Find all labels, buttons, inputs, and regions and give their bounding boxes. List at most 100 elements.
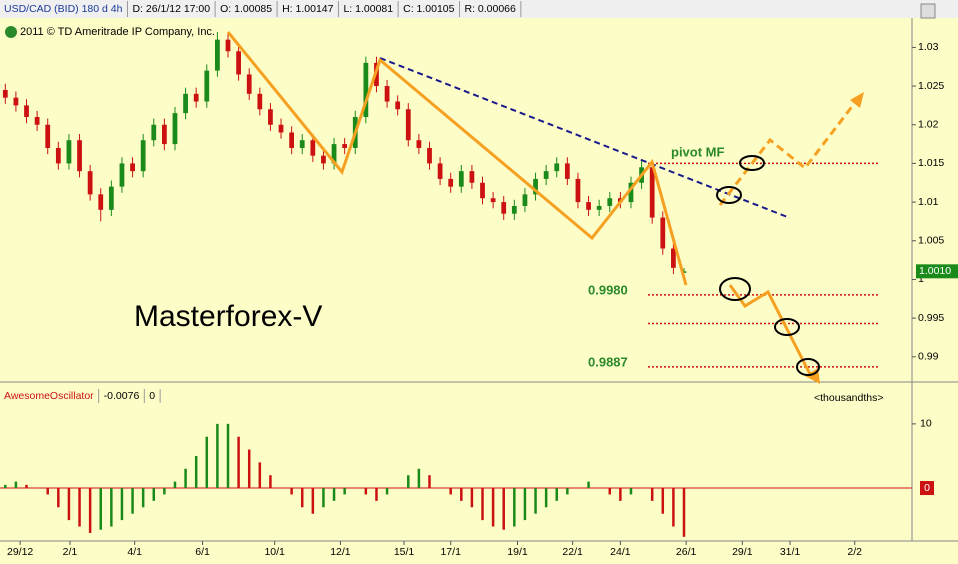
arrow-head [850,92,864,108]
candle-body [416,140,422,148]
candle-body [321,155,326,164]
candle-body [575,178,581,203]
y-tick-label: 1.005 [918,235,944,247]
x-tick-label: 2/2 [847,546,862,558]
header-field: R: 0.00066 [464,3,516,15]
x-tick-label: 22/1 [562,546,583,558]
candle-body [215,39,220,71]
y-tick-label: 1.01 [918,196,939,208]
header-field: D: 26/1/12 17:00 [132,3,210,15]
projection-up [718,99,859,206]
x-tick-label: 26/1 [676,546,697,558]
candle-body [469,171,475,183]
y-tick-label: 1.03 [918,41,939,53]
last-price-label: 1.0010 [919,265,951,277]
candle-body [331,144,337,164]
info-icon[interactable] [5,26,17,38]
settings-button[interactable] [920,3,936,19]
candle-body [183,93,188,114]
osc-header-field: AwesomeOscillator [4,390,94,402]
candle-body [522,194,528,206]
header-field: O: 1.00085 [220,3,272,15]
circle-mark [774,318,800,336]
y-tick-label: 1 [918,273,924,285]
candle-body [55,147,61,164]
osc-header-bar [0,382,958,404]
candle-body [427,147,432,164]
candle-body [490,198,496,203]
circle-mark [716,186,742,204]
y-tick-label: 0.99 [918,351,939,363]
osc-header-field: 0 [149,390,155,402]
candle-body [671,248,676,268]
candle-body [236,51,241,75]
candle-body [246,74,252,94]
x-tick-label: 19/1 [507,546,528,558]
candle-body [628,182,634,203]
watermark: Masterforex-V [134,300,322,333]
candle-body [289,132,295,148]
candle-body [108,186,114,210]
candle-body [501,202,507,214]
candle-body [140,140,146,172]
candle-body [480,182,485,199]
candle-body [299,140,305,148]
x-tick-label: 31/1 [780,546,801,558]
header-bar [0,0,958,18]
candle-body [225,39,231,52]
candle-body [363,62,369,118]
candle-body [448,178,454,187]
y-tick-label: 1.015 [918,157,944,169]
candle-body [66,140,72,164]
candle-body [564,163,570,179]
candle-body [34,117,40,125]
x-tick-label: 29/1 [732,546,753,558]
candle-body [98,194,104,210]
x-tick-label: 10/1 [264,546,285,558]
candle-body [681,271,687,273]
candle-body [310,140,316,156]
copyright: 2011 © TD Ameritrade IP Company, Inc. [20,26,215,38]
zero-tag [920,481,934,496]
x-tick-label: 17/1 [440,546,461,558]
candle-body [554,163,560,172]
candle-body [13,97,19,106]
candle-body [172,113,178,145]
level-label: 0.9887 [588,354,628,369]
candle-body [77,140,82,172]
candle-body [405,109,411,141]
candle-body [437,163,443,179]
candle-body [204,70,210,102]
x-tick-label: 6/1 [195,546,210,558]
header-field: H: 1.00147 [282,3,334,15]
candle-body [87,171,93,195]
candle-body [384,86,390,102]
osc-units: <thousandths> [814,392,883,404]
candle-body [395,101,401,110]
candle-body [24,105,29,118]
x-tick-label: 12/1 [330,546,351,558]
osc-header-field: -0.0076 [104,390,140,402]
x-tick-label: 24/1 [610,546,631,558]
level-label: 0.9980 [588,282,628,297]
candle-body [342,144,348,148]
candle-body [533,178,538,195]
candle-body [161,124,167,145]
y-tick-label: 0.995 [918,312,944,324]
pivot-label: pivot MF [671,144,724,159]
candle-body [607,198,613,206]
circle-mark [719,277,751,301]
candle-body [458,171,464,187]
header-field: USD/CAD (BID) 180 d 4h [4,3,123,15]
x-tick-label: 15/1 [394,546,415,558]
candle-body [278,124,284,133]
candle-body [543,171,549,179]
header-field: L: 1.00081 [343,3,393,15]
circle-mark [739,155,765,171]
x-tick-label: 4/1 [127,546,142,558]
x-tick-label: 2/1 [63,546,78,558]
candle-body [130,163,135,172]
candle-body [119,163,125,187]
last-price-tag [916,264,958,279]
